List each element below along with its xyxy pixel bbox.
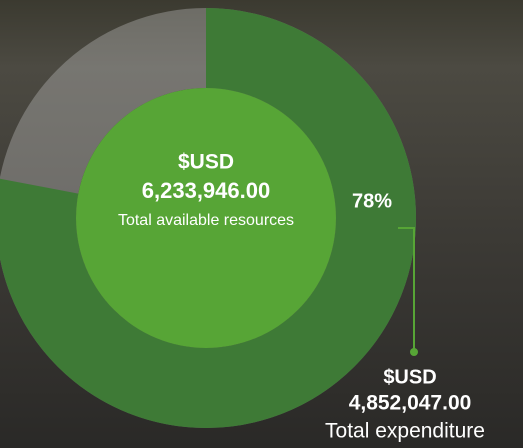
chart: $USD 6,233,946.00 Total available resour… [0,0,523,448]
percent-label: 78% [352,190,392,212]
callout-label: Total expenditure [325,420,485,443]
callout-currency: $USD [383,366,436,388]
callout-value: 4,852,047.00 [349,392,472,415]
center-value: 6,233,946.00 [142,178,270,203]
callout-dot [410,348,418,356]
center-currency: $USD [178,151,234,174]
center-label: Total available resources [118,212,294,229]
